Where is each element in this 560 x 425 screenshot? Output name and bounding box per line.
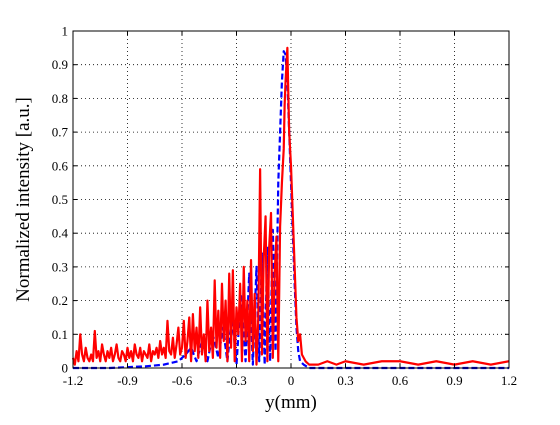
y-tick-label: 0.6	[52, 158, 69, 173]
series-line-2	[71, 46, 510, 366]
y-tick-label: 0.5	[52, 192, 68, 207]
x-tick-label: 1.2	[501, 373, 517, 388]
x-tick-label: -0.6	[172, 373, 193, 388]
x-axis-title: y(mm)	[265, 392, 317, 413]
x-tick-label: 0	[288, 373, 295, 388]
x-tick-label: 0.6	[392, 373, 409, 388]
y-axis-title: Normalized intensity [a.u.]	[13, 97, 34, 302]
y-tick-label: 0.9	[52, 57, 68, 72]
axes	[72, 30, 510, 369]
y-tick-label: 0.7	[52, 125, 69, 140]
x-tick-label: 0.3	[337, 373, 353, 388]
x-tick-label: -1.2	[63, 373, 84, 388]
y-tick-label: 0.2	[52, 293, 68, 308]
y-tick-label: 0.1	[52, 327, 68, 342]
y-tick-label: 1	[62, 24, 69, 39]
tick-labels: -1.2 -0.9 -0.6 -0.3 0 0.3 0.6 0.9 1.2 0 0.1 0.2 0.3 0…	[52, 24, 517, 389]
x-tick-label: 0.9	[446, 373, 462, 388]
x-tick-label: -0.3	[226, 373, 247, 388]
series-line-1	[73, 50, 509, 370]
x-tick-label: -0.9	[117, 373, 138, 388]
y-tick-label: 0	[62, 361, 69, 376]
y-tick-label: 0.8	[52, 91, 68, 106]
y-tick-label: 0.3	[52, 259, 68, 274]
grid	[73, 31, 509, 368]
y-tick-label: 0.4	[52, 226, 69, 241]
series-layer	[71, 46, 510, 370]
